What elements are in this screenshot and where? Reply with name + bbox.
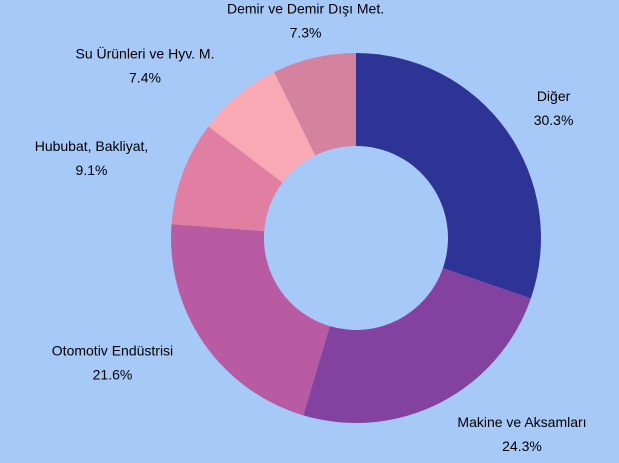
slice-label: Otomotiv Endüstrisi [52, 343, 173, 359]
donut-slice [170, 224, 330, 416]
slice-label: Diğer [537, 88, 571, 104]
slice-value: 24.3% [502, 438, 542, 454]
slice-value: 30.3% [534, 112, 574, 128]
slice-value: 21.6% [93, 367, 133, 383]
slice-label: Su Ürünleri ve Hyv. M. [75, 45, 214, 62]
slice-value: 7.4% [129, 70, 161, 86]
donut-slice [171, 126, 283, 232]
donut-slice [208, 72, 316, 183]
slice-label: Hububat, Bakliyat, [35, 138, 149, 154]
slice-label: Makine ve Aksamları [457, 414, 586, 430]
donut-slice [274, 53, 356, 156]
donut-slice [303, 268, 531, 423]
slice-label: Demir ve Demir Dışı Met. [227, 1, 384, 17]
slice-value: 9.1% [76, 162, 108, 178]
donut-slice [356, 53, 541, 299]
slice-value: 7.3% [290, 25, 322, 41]
